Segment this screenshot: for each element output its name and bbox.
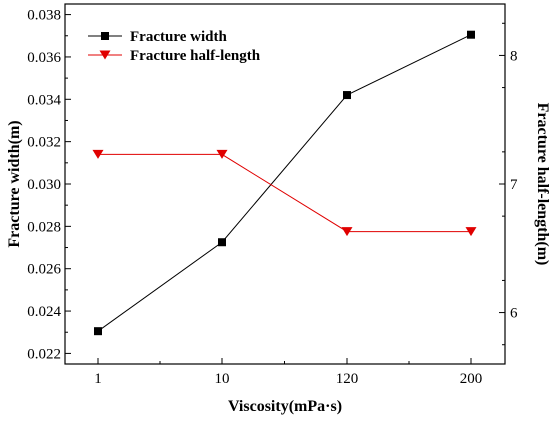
x-tick-label: 200 bbox=[460, 371, 483, 387]
data-point-fracture-width bbox=[467, 30, 475, 39]
left-y-tick-label: 0.030 bbox=[27, 177, 61, 193]
data-point-fracture-width bbox=[343, 91, 351, 100]
data-point-fracture-half-length bbox=[216, 149, 228, 159]
x-tick-label: 120 bbox=[336, 371, 359, 387]
data-point-fracture-width bbox=[94, 327, 102, 336]
data-point-fracture-half-length bbox=[92, 149, 104, 159]
left-y-tick-label: 0.024 bbox=[27, 304, 61, 320]
left-y-tick-label: 0.026 bbox=[27, 262, 61, 278]
data-point-fracture-half-length bbox=[341, 227, 353, 237]
series-line-1 bbox=[98, 153, 471, 233]
legend: Fracture width Fracture half-length bbox=[88, 29, 261, 64]
left-y-tick-label: 0.038 bbox=[27, 8, 61, 24]
right-y-tick-label: 7 bbox=[510, 177, 518, 193]
x-tick-label: 10 bbox=[215, 371, 230, 387]
x-tick-label: 1 bbox=[94, 371, 102, 387]
left-y-tick-label: 0.022 bbox=[27, 346, 61, 362]
legend-marker-fracture-width bbox=[101, 32, 109, 40]
data-point-fracture-width bbox=[218, 238, 226, 247]
data-point-fracture-half-length bbox=[465, 227, 477, 237]
legend-label-fracture-half-length: Fracture half-length bbox=[130, 48, 261, 64]
left-y-axis-ticks: 0.022 0.024 0.026 0.028 0.030 0.032 0.034 0.036… bbox=[27, 8, 71, 362]
series-layer bbox=[92, 30, 477, 336]
right-y-tick-label: 6 bbox=[510, 306, 518, 322]
left-y-tick-label: 0.034 bbox=[27, 92, 61, 108]
right-y-tick-label: 8 bbox=[510, 48, 518, 64]
x-axis-title: Viscosity(mPa·s) bbox=[228, 398, 342, 415]
left-y-tick-label: 0.036 bbox=[27, 50, 61, 66]
legend-marker-fracture-half-length bbox=[99, 50, 111, 60]
left-y-tick-label: 0.032 bbox=[27, 135, 61, 151]
left-y-tick-label: 0.028 bbox=[27, 219, 61, 235]
legend-label-fracture-width: Fracture width bbox=[130, 29, 227, 45]
left-y-axis-title: Fracture width(m) bbox=[6, 120, 23, 247]
right-y-axis-ticks: 6 7 8 bbox=[499, 22, 518, 346]
x-axis-ticks: 1 10 120 200 bbox=[94, 358, 482, 387]
right-y-axis-title: Fracture half-length(m) bbox=[534, 103, 550, 266]
series-line-0 bbox=[97, 34, 472, 332]
